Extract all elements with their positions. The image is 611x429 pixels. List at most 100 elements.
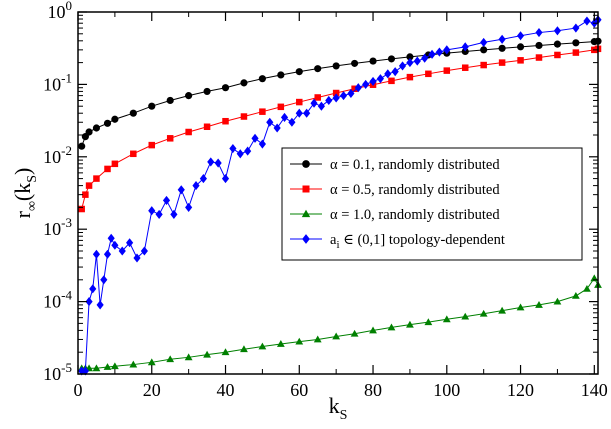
data-point (221, 84, 230, 92)
data-point (332, 62, 340, 70)
y-tick-exponent: -1 (61, 70, 72, 85)
data-point (480, 61, 487, 69)
data-point (480, 37, 488, 47)
x-axis-label-sub: S (340, 408, 348, 423)
data-point (428, 49, 436, 59)
data-point (583, 16, 591, 26)
data-point (516, 31, 525, 41)
x-tick-label: 140 (581, 380, 608, 400)
data-point (92, 124, 101, 132)
legend-label-sub: i (336, 239, 339, 251)
data-point (177, 185, 185, 195)
data-point (406, 58, 414, 68)
legend-label: ai ∈ (0,1] topology-dependent (330, 232, 505, 251)
data-point (111, 240, 119, 250)
data-point (369, 76, 377, 86)
data-point (118, 246, 126, 256)
data-point (498, 44, 506, 52)
data-point (461, 312, 470, 320)
data-point (314, 94, 321, 101)
data-point (572, 39, 580, 47)
data-point (387, 323, 396, 331)
data-point (236, 149, 244, 159)
data-point (295, 108, 303, 118)
y-tick-label: 10-4 (43, 288, 72, 312)
data-point (302, 185, 310, 193)
data-point (553, 40, 562, 48)
y-axis-label-main: r (10, 210, 35, 218)
data-point (100, 275, 108, 285)
y-tick-label: 10-2 (43, 143, 72, 167)
legend-box (281, 147, 583, 261)
data-point (170, 209, 178, 219)
x-tick-label: 80 (364, 380, 382, 400)
data-point (258, 342, 267, 350)
data-point (572, 23, 580, 33)
data-point (203, 87, 211, 95)
data-point (203, 350, 211, 358)
data-point (288, 117, 296, 127)
data-point (147, 358, 156, 366)
data-point (85, 182, 93, 189)
y-tick-label: 10-1 (43, 70, 72, 94)
data-point (192, 181, 200, 191)
data-point (303, 108, 311, 118)
x-tick-label: 100 (433, 380, 460, 400)
legend-entry-1: α = 0.1, randomly distributed (290, 157, 500, 173)
data-point (535, 54, 543, 61)
data-point (240, 79, 248, 87)
y-axis-label-sub-infinity: ∞ (25, 201, 40, 211)
data-point (384, 69, 392, 79)
data-point (295, 337, 304, 345)
data-point (258, 139, 266, 149)
data-point (229, 144, 237, 154)
data-point (498, 34, 506, 44)
legend-entry-3: α = 1.0, randomly distributed (290, 207, 500, 223)
data-point (78, 142, 86, 150)
series-2 (78, 45, 602, 213)
y-axis-label: r∞(kS) (10, 168, 40, 219)
x-axis-label: kS (329, 393, 348, 423)
data-point (317, 101, 325, 111)
data-point (111, 160, 119, 168)
data-point (203, 123, 211, 131)
legend-label: α = 1.0, randomly distributed (330, 207, 500, 223)
data-point (277, 103, 285, 111)
y-tick-label: 10-5 (43, 360, 72, 384)
data-point (339, 91, 348, 101)
data-point (351, 59, 359, 67)
x-tick-label: 120 (507, 380, 534, 400)
data-point (185, 92, 193, 100)
y-tick-base: 10 (43, 74, 61, 94)
y-axis-label-sub-s: S (25, 175, 40, 183)
y-tick-exponent: -4 (61, 288, 72, 303)
data-point (111, 115, 119, 123)
data-point (273, 123, 281, 133)
data-point (480, 46, 488, 54)
data-point (240, 345, 248, 353)
data-point (166, 96, 174, 105)
y-tick-base: 10 (48, 2, 66, 22)
data-point (244, 146, 252, 156)
x-tick-label: 60 (290, 380, 308, 400)
data-point (516, 43, 525, 51)
x-tick-label: 0 (74, 380, 83, 400)
legend-entry-2: α = 0.5, randomly distributed (290, 182, 500, 198)
data-point (347, 88, 355, 98)
data-point (376, 74, 384, 84)
data-point (362, 79, 370, 89)
data-point (332, 332, 341, 340)
data-point (424, 318, 433, 326)
legend: α = 0.1, randomly distributed α = 0.5, ra… (281, 147, 583, 261)
data-point (369, 57, 377, 65)
data-point (214, 158, 222, 168)
data-point (85, 128, 93, 136)
data-point (82, 191, 89, 198)
data-point (461, 64, 469, 71)
x-tick-label: 20 (143, 380, 161, 400)
data-point (535, 301, 543, 308)
series-1 (78, 37, 602, 150)
data-point (398, 61, 407, 71)
data-point (354, 83, 362, 93)
